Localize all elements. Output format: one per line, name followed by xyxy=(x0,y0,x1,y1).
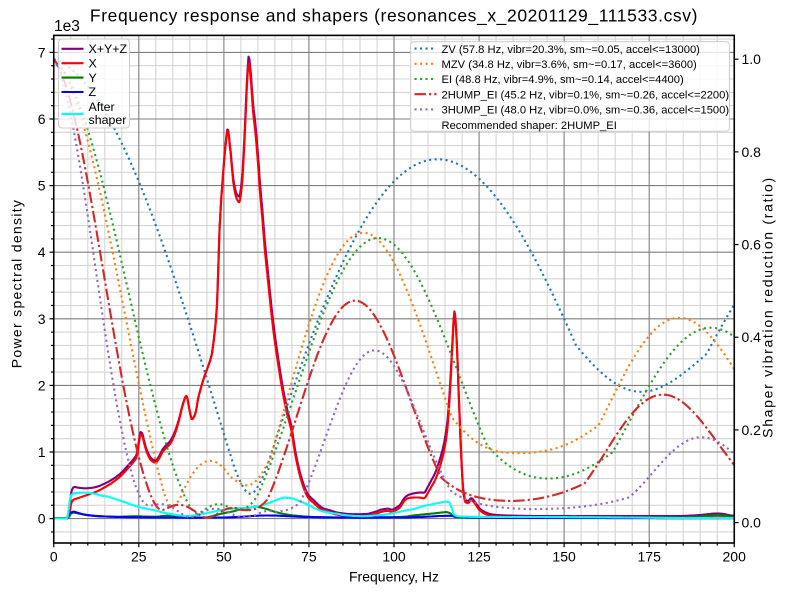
svg-text:5: 5 xyxy=(38,178,46,194)
svg-text:Power spectral density: Power spectral density xyxy=(9,199,25,368)
svg-text:75: 75 xyxy=(301,549,317,565)
svg-text:7: 7 xyxy=(38,44,46,60)
svg-text:0: 0 xyxy=(50,549,58,565)
svg-text:125: 125 xyxy=(467,549,491,565)
svg-text:25: 25 xyxy=(131,549,147,565)
svg-text:150: 150 xyxy=(552,549,576,565)
svg-text:175: 175 xyxy=(638,549,662,565)
svg-text:1e3: 1e3 xyxy=(54,18,80,35)
svg-text:0.0: 0.0 xyxy=(742,515,762,531)
svg-text:Y: Y xyxy=(89,71,97,85)
svg-text:0.6: 0.6 xyxy=(742,237,762,253)
svg-text:100: 100 xyxy=(382,549,406,565)
svg-text:200: 200 xyxy=(723,549,747,565)
svg-text:1: 1 xyxy=(38,444,46,460)
svg-text:0.4: 0.4 xyxy=(742,329,762,345)
svg-text:After: After xyxy=(89,100,115,114)
svg-text:X+Y+Z: X+Y+Z xyxy=(89,42,128,56)
svg-text:2: 2 xyxy=(38,377,46,393)
svg-text:50: 50 xyxy=(216,549,232,565)
svg-text:Frequency response and shapers: Frequency response and shapers (resonanc… xyxy=(90,6,698,27)
svg-text:Frequency, Hz: Frequency, Hz xyxy=(349,569,439,585)
svg-text:0.8: 0.8 xyxy=(742,144,762,160)
svg-text:0: 0 xyxy=(38,511,46,527)
svg-text:Shaper vibration reduction (ra: Shaper vibration reduction (ratio) xyxy=(760,176,776,438)
svg-text:2HUMP_EI (45.2 Hz, vibr=0.1%,: 2HUMP_EI (45.2 Hz, vibr=0.1%, sm~=0.26, … xyxy=(442,89,730,101)
svg-text:3: 3 xyxy=(38,311,46,327)
svg-text:Recommended shaper: 2HUMP_EI: Recommended shaper: 2HUMP_EI xyxy=(442,120,617,132)
svg-text:MZV (34.8 Hz, vibr=3.6%, sm~=0: MZV (34.8 Hz, vibr=3.6%, sm~=0.17, accel… xyxy=(442,59,698,71)
svg-text:shaper: shaper xyxy=(89,113,127,127)
svg-text:1.0: 1.0 xyxy=(742,51,762,67)
svg-text:0.2: 0.2 xyxy=(742,422,762,438)
svg-text:3HUMP_EI (48.0 Hz, vibr=0.0%,: 3HUMP_EI (48.0 Hz, vibr=0.0%, sm~=0.36, … xyxy=(442,105,730,117)
svg-text:4: 4 xyxy=(38,244,46,260)
svg-text:ZV (57.8 Hz, vibr=20.3%, sm~=0: ZV (57.8 Hz, vibr=20.3%, sm~=0.05, accel… xyxy=(442,44,701,56)
svg-text:EI (48.8 Hz, vibr=4.9%, sm~=0.: EI (48.8 Hz, vibr=4.9%, sm~=0.14, accel<… xyxy=(442,74,684,86)
svg-text:6: 6 xyxy=(38,111,46,127)
svg-text:Z: Z xyxy=(89,85,97,99)
svg-text:X: X xyxy=(89,56,97,70)
